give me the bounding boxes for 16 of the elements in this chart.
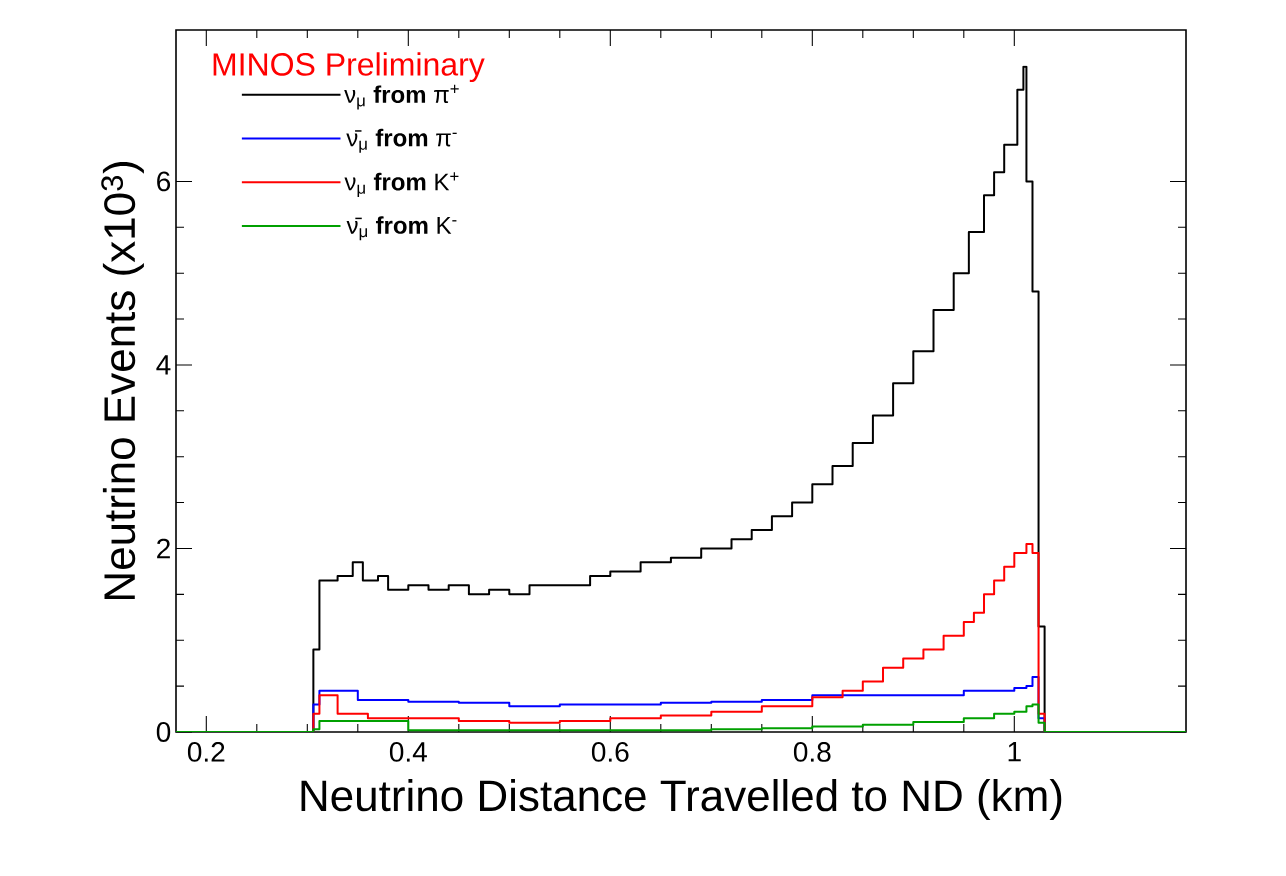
y-tick-label: 4 bbox=[156, 355, 171, 375]
legend-label: ν$_{μ}$ from K$^{+}$ bbox=[344, 172, 459, 197]
x-axis-title: Neutrino Distance Travelled to ND (km) bbox=[301, 779, 1062, 821]
y-tick-label: 2 bbox=[157, 538, 170, 559]
y-tick-label: 6 bbox=[157, 171, 171, 192]
y-axis-title: Neutrino Events (x10$^{3}$) bbox=[101, 162, 144, 600]
x-tick-label: 0.2 bbox=[187, 742, 225, 762]
legend-label: ν̄$_{μ}$ from π$^{-}$ bbox=[346, 128, 457, 153]
x-tick-label: 0.8 bbox=[793, 742, 831, 762]
legend-label: ν$_{μ}$ from π$^{+}$ bbox=[344, 84, 459, 110]
legend-label: ν̄$_{μ}$ from K$^{-}$ bbox=[346, 216, 457, 241]
x-tick-label: 0.4 bbox=[389, 742, 427, 762]
x-tick-label: 1 bbox=[1008, 742, 1021, 762]
annotation: MINOS Preliminary bbox=[213, 52, 485, 83]
x-tick-label: 0.6 bbox=[591, 742, 629, 762]
y-tick-label: 0 bbox=[156, 722, 171, 742]
